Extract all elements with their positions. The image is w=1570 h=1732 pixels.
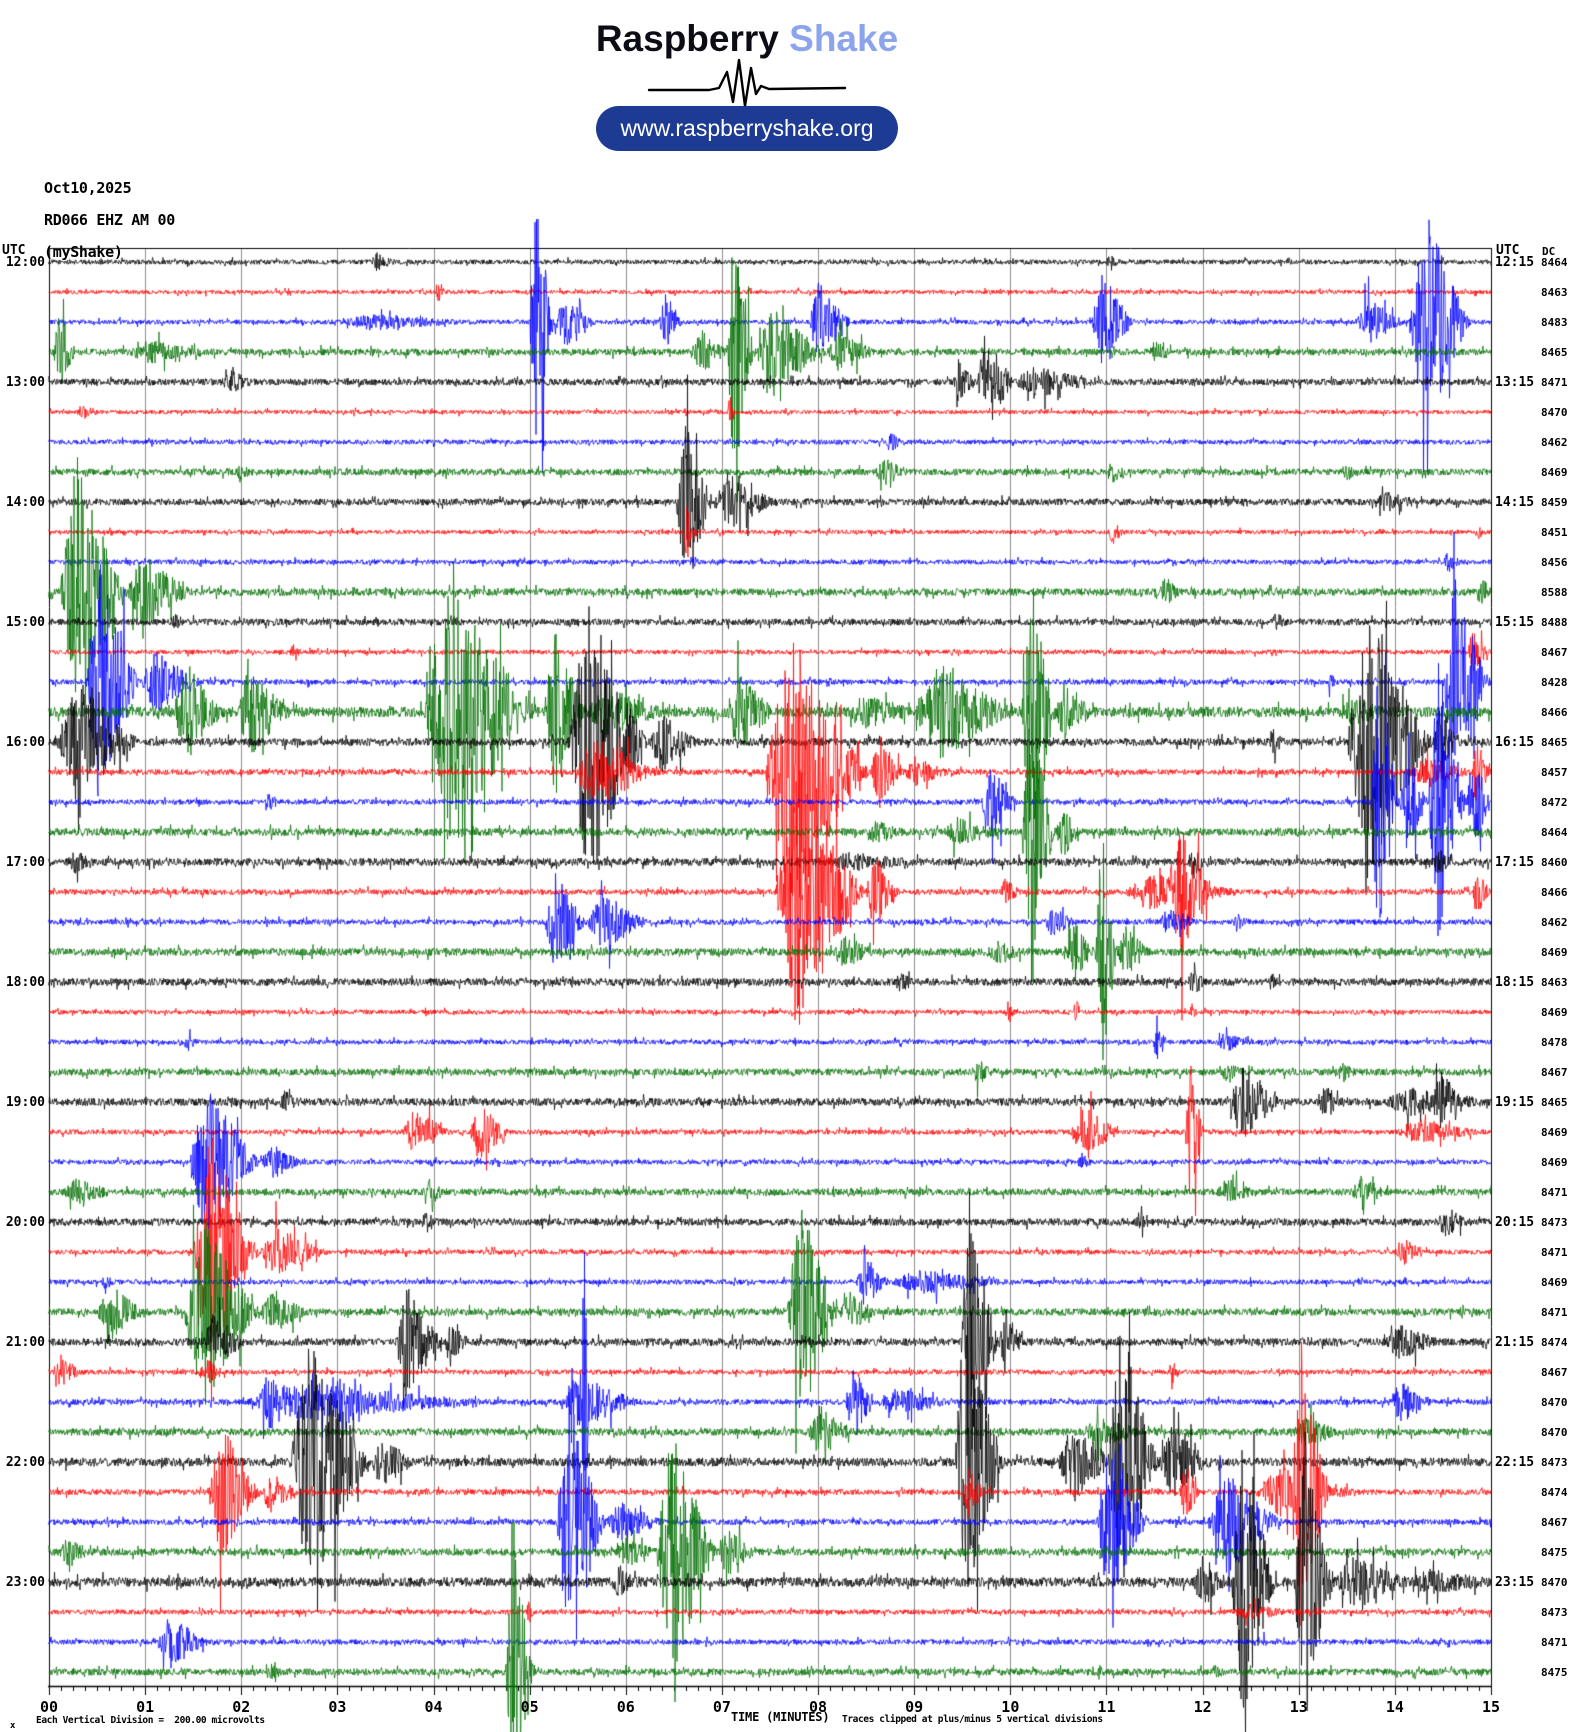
dc-value: 8466 [1541, 706, 1568, 719]
dc-value: 8588 [1541, 586, 1568, 599]
left-time-label: 19:00 [5, 1095, 45, 1110]
dc-value: 8457 [1541, 766, 1568, 779]
dc-value: 8469 [1541, 466, 1568, 479]
x-axis-title: TIME (MINUTES) [731, 1710, 830, 1724]
clip-note: Traces clipped at plus/minus 5 vertical … [842, 1714, 1103, 1725]
dc-value: 8471 [1541, 1186, 1568, 1199]
dc-value: 8467 [1541, 1516, 1568, 1529]
dc-value: 8475 [1541, 1546, 1568, 1559]
minute-label: 14 [1385, 1698, 1404, 1716]
minute-label: 07 [712, 1698, 731, 1716]
dc-value: 8467 [1541, 1366, 1568, 1379]
dc-value: 8470 [1541, 1426, 1568, 1439]
minute-label: 12 [1193, 1698, 1212, 1716]
dc-value: 8471 [1541, 1246, 1568, 1259]
right-time-label: 23:15 [1495, 1575, 1535, 1590]
left-time-label: 13:00 [5, 375, 45, 390]
dc-value: 8471 [1541, 1636, 1568, 1649]
left-time-label: 16:00 [5, 735, 45, 750]
dc-value: 8463 [1541, 286, 1568, 299]
dc-value: 8451 [1541, 526, 1568, 539]
left-time-label: 12:00 [5, 255, 45, 270]
right-time-label: 19:15 [1495, 1095, 1535, 1110]
minute-label: 02 [232, 1698, 251, 1716]
minute-label: 11 [1097, 1698, 1116, 1716]
dc-value: 8469 [1541, 1006, 1568, 1019]
dc-value: 8463 [1541, 976, 1568, 989]
dc-value: 8473 [1541, 1606, 1568, 1619]
right-time-label: 17:15 [1495, 855, 1535, 870]
dc-value: 8469 [1541, 1156, 1568, 1169]
left-time-label: 18:00 [5, 975, 45, 990]
right-time-label: 22:15 [1495, 1455, 1535, 1470]
dc-value: 8467 [1541, 646, 1568, 659]
dc-value: 8470 [1541, 1396, 1568, 1409]
left-time-label: 23:00 [5, 1575, 45, 1590]
left-time-label: 21:00 [5, 1335, 45, 1350]
dc-value: 8474 [1541, 1486, 1568, 1499]
dc-value: 8464 [1541, 256, 1568, 269]
minute-label: 06 [616, 1698, 635, 1716]
minute-label: 01 [136, 1698, 155, 1716]
scale-note: Each Vertical Division = 200.00 microvol… [36, 1715, 265, 1726]
dc-value: 8474 [1541, 1336, 1568, 1349]
right-time-label: 20:15 [1495, 1215, 1535, 1230]
dc-value: 8478 [1541, 1036, 1568, 1049]
minute-label: 09 [905, 1698, 924, 1716]
dc-value: 8464 [1541, 826, 1568, 839]
left-time-label: 15:00 [5, 615, 45, 630]
right-time-label: 15:15 [1495, 615, 1535, 630]
scale-mark: x [10, 1721, 16, 1731]
dc-value: 8472 [1541, 796, 1568, 809]
dc-value: 8465 [1541, 1096, 1568, 1109]
dc-value: 8470 [1541, 406, 1568, 419]
left-time-label: 17:00 [5, 855, 45, 870]
right-time-label: 21:15 [1495, 1335, 1535, 1350]
right-time-label: 13:15 [1495, 375, 1535, 390]
minute-label: 04 [424, 1698, 443, 1716]
dc-value: 8469 [1541, 1276, 1568, 1289]
dc-value: 8471 [1541, 376, 1568, 389]
dc-value: 8471 [1541, 1306, 1568, 1319]
left-time-label: 20:00 [5, 1215, 45, 1230]
minute-label: 08 [809, 1698, 828, 1716]
minute-label: 05 [520, 1698, 539, 1716]
minute-label: 13 [1289, 1698, 1308, 1716]
dc-value: 8465 [1541, 346, 1568, 359]
dc-value: 8483 [1541, 316, 1568, 329]
dc-value: 8469 [1541, 1126, 1568, 1139]
dc-value: 8473 [1541, 1456, 1568, 1469]
dc-value: 8459 [1541, 496, 1568, 509]
left-time-label: 14:00 [5, 495, 45, 510]
right-time-label: 16:15 [1495, 735, 1535, 750]
dc-value: 8473 [1541, 1216, 1568, 1229]
dc-value: 8466 [1541, 886, 1568, 899]
dc-value: 8488 [1541, 616, 1568, 629]
right-time-label: 18:15 [1495, 975, 1535, 990]
minute-label: 15 [1481, 1698, 1501, 1716]
minute-label: 03 [328, 1698, 347, 1716]
dc-value: 8467 [1541, 1066, 1568, 1079]
dc-value: 8465 [1541, 736, 1568, 749]
dc-value: 8475 [1541, 1666, 1568, 1679]
right-time-label: 14:15 [1495, 495, 1535, 510]
dc-value: 8428 [1541, 676, 1568, 689]
minute-label: 10 [1001, 1698, 1020, 1716]
dc-value: 8462 [1541, 916, 1568, 929]
dc-value: 8470 [1541, 1576, 1568, 1589]
dc-value: 8460 [1541, 856, 1568, 869]
minute-label: 00 [39, 1698, 59, 1716]
dc-value: 8462 [1541, 436, 1568, 449]
dc-value: 8469 [1541, 946, 1568, 959]
right-time-label: 12:15 [1495, 255, 1535, 270]
left-time-label: 22:00 [5, 1455, 45, 1470]
dc-value: 8456 [1541, 556, 1568, 569]
